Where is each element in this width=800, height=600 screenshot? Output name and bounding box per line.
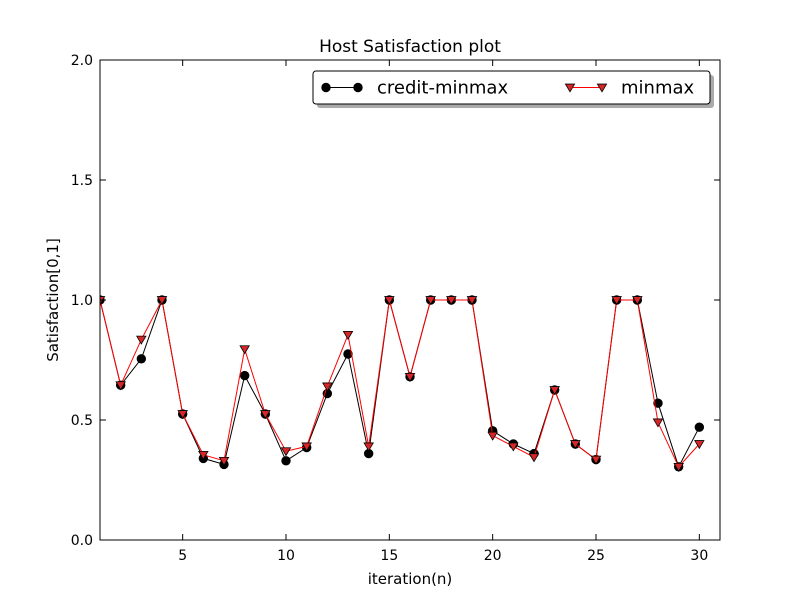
series-line-minmax (100, 298, 700, 468)
data-point-minmax (404, 372, 416, 382)
y-tick-label: 1.5 (71, 173, 93, 189)
data-point-minmax (487, 431, 498, 441)
legend: credit-minmax minmax (312, 70, 714, 108)
data-point-minmax (652, 418, 664, 428)
axes: 5 10 15 20 25 30 0.0 0.5 1.0 1.5 2.0 (71, 53, 720, 564)
data-point-minmax (322, 382, 333, 392)
y-tick-label: 0.5 (71, 413, 93, 429)
legend-marker-credit-minmax (321, 82, 331, 93)
data-point-credit-minmax (343, 349, 353, 359)
data-point-credit-minmax (653, 398, 663, 408)
legend-box (312, 70, 711, 105)
data-point-credit-minmax (694, 422, 705, 432)
data-point-minmax (218, 456, 230, 466)
data-point-minmax (694, 440, 705, 450)
data-point-minmax (673, 462, 684, 472)
legend-marker-minmax (564, 83, 576, 93)
x-tick-label: 15 (380, 548, 398, 564)
plot-area (100, 295, 705, 472)
x-axis-title: iteration(n) (368, 570, 453, 588)
x-tick-label: 20 (484, 548, 502, 564)
y-axis-title: Satisfaction[0,1] (44, 238, 62, 362)
data-point-credit-minmax (239, 370, 250, 381)
data-point-minmax (466, 296, 478, 306)
data-point-minmax (549, 386, 560, 396)
data-point-minmax (570, 440, 581, 450)
data-point-minmax (590, 455, 602, 465)
data-point-minmax (280, 447, 292, 457)
chart-title: Host Satisfaction plot (319, 37, 501, 57)
x-tick-label: 5 (178, 548, 187, 564)
data-point-minmax (384, 296, 395, 306)
y-tick-label: 1.0 (71, 293, 93, 309)
data-point-credit-minmax (136, 354, 147, 364)
data-point-minmax (115, 381, 126, 391)
data-point-minmax (632, 296, 643, 306)
data-point-minmax (508, 442, 519, 452)
data-point-minmax (239, 345, 250, 355)
y-tick-label: 0.0 (71, 533, 93, 549)
x-tick-label: 10 (277, 548, 295, 564)
data-point-minmax (528, 453, 540, 463)
data-point-minmax (177, 410, 188, 420)
legend-label-credit-minmax: credit-minmax (377, 78, 508, 99)
legend-marker-minmax (596, 83, 608, 93)
data-point-minmax (198, 450, 209, 460)
data-point-minmax (363, 442, 374, 452)
data-point-minmax (425, 296, 436, 306)
data-point-minmax (611, 296, 622, 306)
x-tick-label: 25 (587, 548, 605, 564)
data-point-minmax (446, 296, 457, 306)
data-point-minmax (260, 410, 271, 420)
data-point-minmax (301, 442, 312, 452)
data-point-minmax (136, 335, 147, 345)
data-point-minmax (342, 330, 354, 340)
x-tick-label: 30 (690, 548, 708, 564)
legend-marker-credit-minmax (353, 82, 363, 93)
data-point-credit-minmax (281, 456, 291, 466)
y-tick-label: 2.0 (71, 53, 93, 69)
legend-label-minmax: minmax (621, 78, 695, 99)
data-point-minmax (156, 296, 168, 306)
